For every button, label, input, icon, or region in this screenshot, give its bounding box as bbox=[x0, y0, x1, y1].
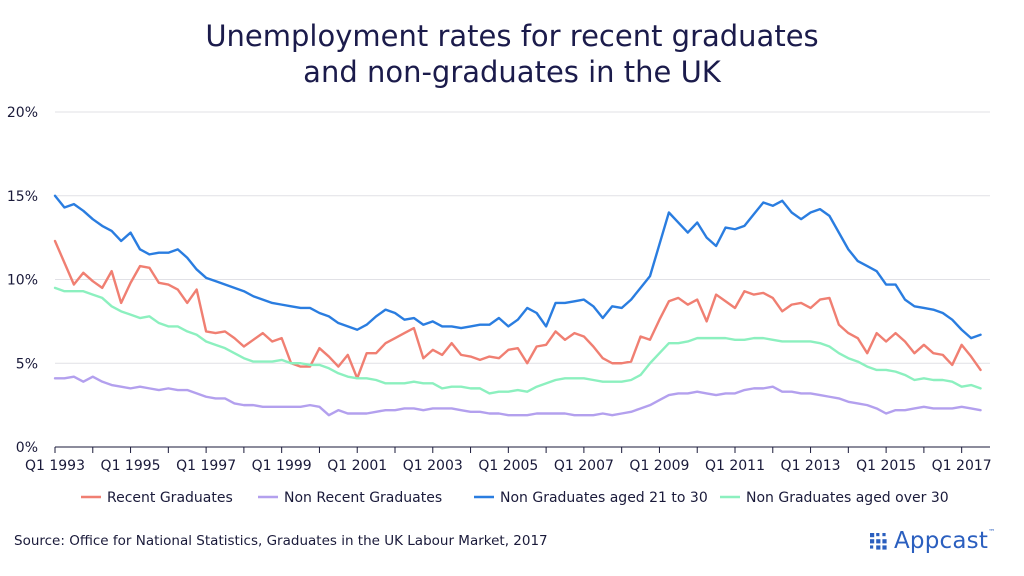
x-tick-label: Q1 2005 bbox=[478, 458, 538, 474]
logo-dot bbox=[882, 533, 886, 537]
series-line-2 bbox=[53, 375, 982, 417]
x-tick-label: Q1 2011 bbox=[705, 458, 765, 474]
chart-title-line-2: and non-graduates in the UK bbox=[303, 55, 721, 89]
legend-label: Recent Graduates bbox=[107, 490, 233, 506]
series-lines bbox=[53, 194, 982, 417]
source-note: Source: Office for National Statistics, … bbox=[14, 533, 548, 549]
logo-dot bbox=[882, 539, 887, 544]
y-tick-label: 5% bbox=[16, 356, 38, 372]
logo-dot bbox=[870, 545, 874, 549]
x-tick-label: Q1 2009 bbox=[629, 458, 689, 474]
x-tick-label: Q1 2013 bbox=[781, 458, 841, 474]
chart-title-line-1: Unemployment rates for recent graduates bbox=[205, 19, 819, 53]
x-tick-label: Q1 2003 bbox=[403, 458, 463, 474]
legend: Recent Graduates Non Recent Graduates Non … bbox=[81, 490, 949, 506]
logo-dot bbox=[882, 545, 887, 550]
y-axis: 0% 5% 10% 15% 20% bbox=[7, 105, 38, 456]
x-tick-label: Q1 2015 bbox=[856, 458, 916, 474]
y-tick-label: 0% bbox=[16, 440, 38, 456]
x-tick-label: Q1 2017 bbox=[932, 458, 992, 474]
series-line-3 bbox=[53, 194, 982, 340]
logo-dot bbox=[870, 533, 875, 538]
logo-dot bbox=[876, 533, 880, 537]
x-tick-label: Q1 1997 bbox=[176, 458, 236, 474]
x-tick-label: Q1 2007 bbox=[554, 458, 614, 474]
x-axis: Q1 1993 Q1 1995 Q1 1997 Q1 1999 Q1 2001 Q1 20… bbox=[25, 446, 992, 474]
x-tick-label: Q1 1999 bbox=[252, 458, 312, 474]
logo-dot bbox=[870, 539, 875, 544]
appcast-logo: Appcast ™ bbox=[868, 526, 995, 556]
x-tick-label: Q1 1993 bbox=[25, 458, 85, 474]
gridlines bbox=[55, 111, 990, 364]
logo-dot bbox=[876, 539, 881, 544]
legend-label: Non Recent Graduates bbox=[284, 490, 442, 506]
series-line-1 bbox=[53, 239, 982, 380]
x-tick-label: Q1 1995 bbox=[101, 458, 161, 474]
logo-trademark: ™ bbox=[988, 528, 996, 536]
legend-label: Non Graduates aged 21 to 30 bbox=[500, 490, 708, 506]
logo-dot bbox=[876, 545, 881, 550]
chart-title: Unemployment rates for recent graduates … bbox=[0, 18, 1024, 90]
legend-label: Non Graduates aged over 30 bbox=[746, 490, 949, 506]
logo-grid-icon bbox=[870, 533, 887, 550]
x-tick-label: Q1 2001 bbox=[327, 458, 387, 474]
y-tick-label: 15% bbox=[7, 189, 38, 205]
y-tick-label: 20% bbox=[7, 105, 38, 121]
series-line-4 bbox=[53, 286, 982, 395]
logo-text: Appcast bbox=[894, 528, 989, 554]
y-tick-label: 10% bbox=[7, 273, 38, 289]
